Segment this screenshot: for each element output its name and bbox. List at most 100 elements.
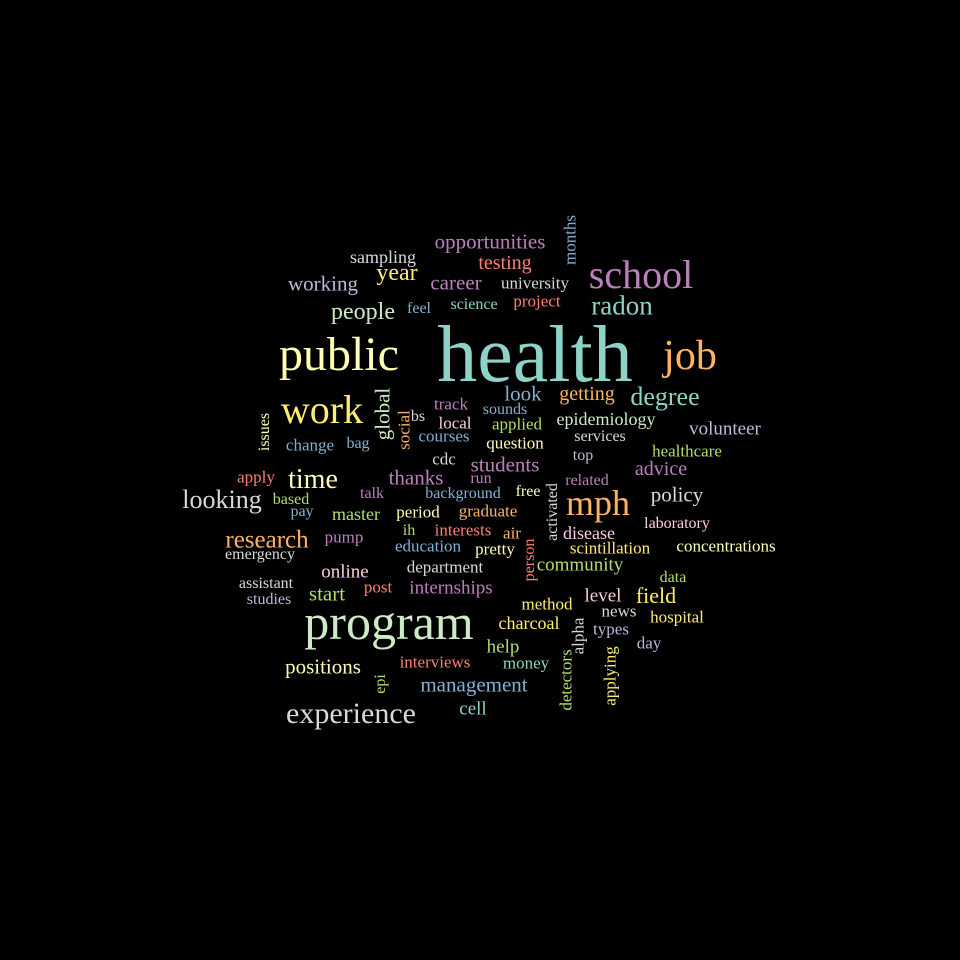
word-local: local (438, 413, 472, 433)
word-news: news (601, 601, 637, 621)
word-bs: bs (410, 408, 426, 425)
word-activated: activated (544, 483, 561, 541)
word-months: months (560, 214, 580, 266)
word-assistant: assistant (238, 575, 294, 592)
word-advice: advice (634, 458, 688, 480)
word-types: types (593, 619, 629, 639)
word-applied: applied (491, 414, 543, 434)
word-career: career (430, 270, 482, 295)
word-radon: radon (591, 290, 653, 321)
word-look: look (504, 381, 542, 406)
word-community: community (536, 554, 624, 576)
word-change: change (285, 435, 335, 455)
word-post: post (363, 577, 393, 597)
word-track: track (434, 394, 468, 414)
word-thanks: thanks (388, 465, 444, 490)
word-master: master (332, 504, 380, 524)
word-based: based (272, 491, 310, 508)
word-volunteer: volunteer (689, 418, 761, 440)
word-testing: testing (478, 252, 532, 274)
word-getting: getting (559, 383, 615, 405)
word-cell: cell (459, 698, 487, 720)
word-mph: mph (565, 483, 631, 523)
word-background: background (425, 485, 501, 502)
word-level: level (584, 585, 622, 607)
word-work: work (280, 387, 364, 432)
word-concentrations: concentrations (676, 536, 776, 556)
word-time: time (288, 464, 338, 495)
word-run: run (470, 470, 492, 487)
word-health: health (437, 311, 633, 399)
word-school: school (588, 252, 694, 297)
word-internships: internships (409, 577, 493, 599)
word-people: people (331, 299, 395, 325)
word-healthcare: healthcare (652, 441, 722, 461)
word-interests: interests (434, 520, 492, 540)
word-field: field (635, 583, 677, 608)
word-free: free (515, 483, 541, 500)
word-method: method (521, 594, 573, 614)
word-university: university (501, 273, 569, 293)
word-period: period (396, 502, 440, 522)
word-education: education (394, 536, 462, 556)
word-applying: applying (600, 646, 620, 706)
word-studies: studies (246, 591, 292, 608)
word-students: students (470, 452, 540, 477)
word-job: job (663, 333, 717, 379)
word-laboratory: laboratory (644, 515, 710, 532)
word-department: department (406, 557, 484, 577)
word-detectors: detectors (556, 649, 576, 711)
word-scintillation: scintillation (569, 538, 651, 558)
word-management: management (420, 672, 528, 697)
word-graduate: graduate (458, 501, 518, 521)
word-talk: talk (360, 485, 384, 502)
word-experience: experience (286, 697, 416, 730)
word-courses: courses (418, 426, 470, 446)
word-person: person (521, 538, 538, 582)
word-question: question (486, 433, 544, 453)
word-opportunities: opportunities (434, 229, 546, 254)
word-pay: pay (290, 503, 314, 520)
word-top: top (572, 447, 594, 464)
word-looking: looking (182, 485, 262, 514)
word-services: services (574, 428, 626, 445)
word-online: online (321, 561, 369, 583)
word-ih: ih (402, 522, 416, 539)
word-charcoal: charcoal (498, 613, 560, 633)
word-pump: pump (324, 527, 364, 547)
word-cdc: cdc (432, 449, 456, 469)
word-science: science (450, 296, 498, 313)
word-pretty: pretty (475, 539, 515, 559)
word-related: related (565, 472, 609, 489)
word-epidemiology: epidemiology (556, 409, 656, 429)
word-degree: degree (630, 382, 700, 411)
word-disease: disease (563, 523, 615, 543)
word-emergency: emergency (225, 546, 295, 563)
word-interviews: interviews (399, 652, 471, 672)
word-positions: positions (285, 654, 361, 679)
word-day: day (636, 633, 662, 653)
word-epi: epi (372, 674, 389, 694)
word-apply: apply (237, 467, 275, 487)
word-issues: issues (256, 412, 273, 452)
word-air: air (503, 523, 521, 543)
word-feel: feel (407, 300, 431, 317)
word-sampling: sampling (350, 247, 416, 267)
word-public: public (279, 328, 399, 381)
word-sounds: sounds (482, 401, 528, 418)
word-money: money (502, 653, 550, 673)
word-program: program (304, 594, 474, 650)
word-help: help (486, 636, 520, 658)
word-hospital: hospital (650, 607, 704, 627)
word-working: working (288, 271, 358, 296)
word-data: data (659, 569, 687, 586)
word-research: research (225, 526, 309, 554)
word-global: global (370, 387, 395, 441)
word-project: project (513, 291, 561, 311)
word-bag: bag (346, 435, 370, 452)
word-policy: policy (650, 482, 704, 507)
word-start: start (308, 581, 346, 606)
word-year: year (376, 260, 418, 286)
